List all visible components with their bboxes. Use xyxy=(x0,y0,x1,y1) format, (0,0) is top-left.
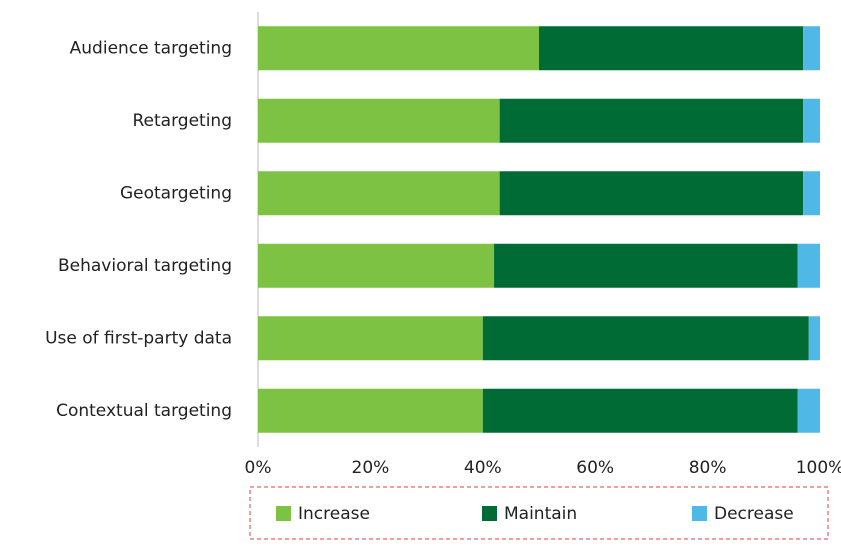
y-tick-label: Contextual targeting xyxy=(56,401,232,421)
legend-label: Decrease xyxy=(714,504,794,524)
y-tick-label: Geotargeting xyxy=(120,183,232,203)
legend-box xyxy=(249,486,829,540)
legend-swatch xyxy=(692,506,707,521)
legend-swatch xyxy=(482,506,497,521)
x-tick-label: 60% xyxy=(576,458,614,478)
bar-segment xyxy=(258,388,483,433)
bar-segment xyxy=(258,243,495,288)
bar-segment xyxy=(482,388,798,433)
bar-segment xyxy=(797,243,820,288)
bar-segment xyxy=(803,98,820,143)
y-tick-label: Retargeting xyxy=(133,111,233,131)
x-tick-label: 20% xyxy=(352,458,390,478)
x-tick-label: 80% xyxy=(689,458,727,478)
y-tick-label: Audience targeting xyxy=(70,38,232,58)
x-tick-label: 0% xyxy=(245,458,272,478)
bar-segment xyxy=(258,98,500,143)
bar-segment xyxy=(258,316,483,361)
bar-segment xyxy=(499,171,804,216)
y-tick-label: Use of first-party data xyxy=(45,328,232,348)
bar-segment xyxy=(808,316,820,361)
legend-label: Maintain xyxy=(504,504,577,524)
bar-segment xyxy=(482,316,809,361)
legend-label: Increase xyxy=(298,504,370,524)
bar-segment xyxy=(499,98,804,143)
bar-segment xyxy=(258,171,500,216)
bar-segment xyxy=(797,388,820,433)
legend-swatch xyxy=(276,506,291,521)
bar-segment xyxy=(258,26,539,71)
x-tick-label: 40% xyxy=(464,458,502,478)
x-tick-label: 100% xyxy=(796,458,841,478)
bar-segment xyxy=(803,171,820,216)
bar-segment xyxy=(803,26,820,71)
y-tick-label: Behavioral targeting xyxy=(58,256,232,276)
bar-segment xyxy=(494,243,798,288)
bar-segment xyxy=(539,26,804,71)
